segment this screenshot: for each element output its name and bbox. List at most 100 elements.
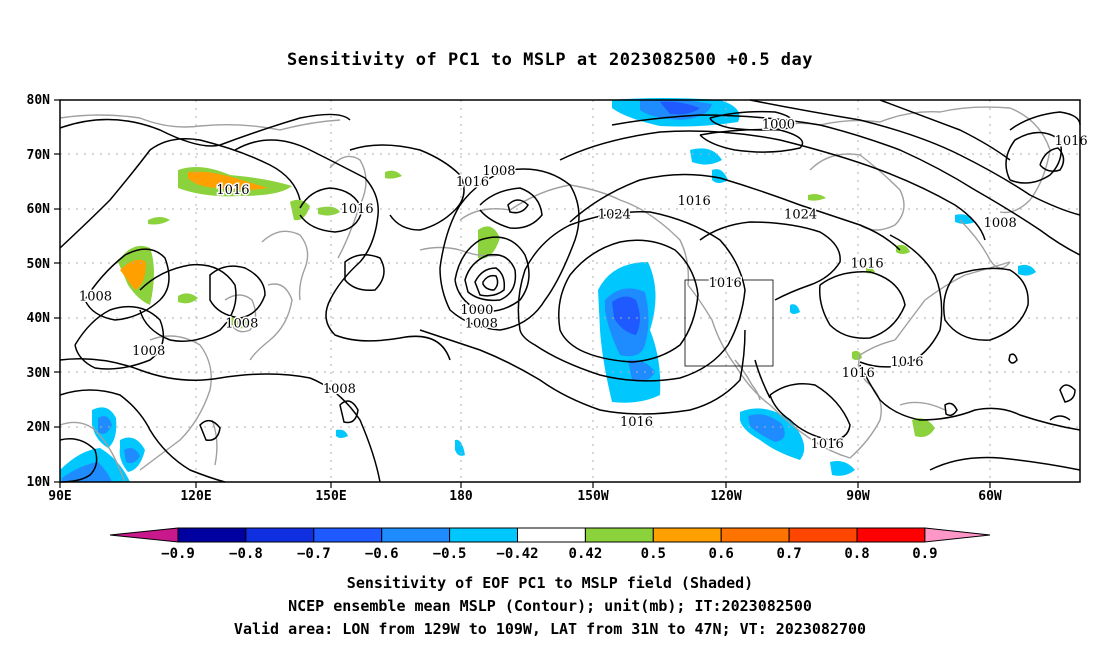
contour-line [199,419,221,441]
shade-patch [148,217,170,225]
colorbar-segment [856,527,926,543]
colorbar-segment [652,527,722,543]
coastline-okhotsk [261,230,309,301]
lon-tick-label: 180 [449,489,473,504]
colorbar-segment [788,527,858,543]
contour-line [482,274,499,291]
contour-line [879,99,1011,161]
lon-tick-label: 150E [315,489,346,504]
lat-tick-label: 60N [27,202,51,217]
coastline-aleutians [419,246,501,257]
contour-label: 1008 [225,317,258,332]
contour-label: 1008 [323,382,356,397]
shade-patch [62,462,112,482]
lon-tick-label: 60W [978,489,1002,504]
contour-line [943,267,1029,341]
shade-patch [336,429,348,438]
contour-label: 1008 [79,289,112,304]
contour-line [234,139,451,361]
shade-patch [955,214,975,224]
contour-label: 1016 [1055,134,1088,149]
shade-patch [455,439,465,456]
coastline-sea [59,421,126,483]
contour-line [59,138,301,249]
colorbar-segment [517,527,586,543]
contour-label: 1016 [678,194,711,209]
contour-line [1008,353,1018,364]
contour-label: 1016 [851,257,884,272]
contour-label: 1024 [784,208,817,223]
contour-line [611,114,1081,256]
colorbar-label: −0.9 [161,546,195,562]
coastline-cuba [899,401,946,411]
colorbar-label: −0.7 [297,546,331,562]
shade-patch [385,170,402,179]
lat-tick-label: 50N [27,257,51,272]
contour-line [479,187,543,229]
contour-line [59,438,98,483]
contour-line [749,99,1081,216]
shade-patch [896,244,910,254]
contour-label: 1016 [842,366,875,381]
mslp-contours [59,99,1081,483]
coastline-asia-north [59,114,341,131]
colorbar-segment [245,527,315,543]
colorbar-high-arrow [924,527,991,543]
shade-patch [178,293,198,304]
map-frame [59,99,1081,483]
contour-line [209,265,266,319]
coastline-greenland [939,106,1051,214]
contour-line [699,221,841,301]
contour-line [464,253,517,302]
contour-label: 1024 [598,208,631,223]
contour-line [1059,384,1076,403]
colorbar-label: 0.6 [709,546,734,562]
contour-label: 1016 [890,355,923,370]
contour-line [507,199,529,214]
shade-patch [228,316,256,329]
lat-tick-label: 20N [27,420,51,435]
colorbar-label: 0.5 [641,546,666,562]
colorbar-segment [720,527,790,543]
footer-line-2: NCEP ensemble mean MSLP (Contour); unit(… [288,597,812,615]
contour-line [59,389,226,483]
colorbar-label: −0.5 [433,546,467,562]
contour-line [699,128,804,153]
footer-line-1: Sensitivity of EOF PC1 to MSLP field (Sh… [346,574,754,592]
colorbar-segment [313,527,383,543]
contour-line [139,263,237,342]
contour-line [299,187,363,233]
shade-patch [830,461,855,476]
contour-label: 1016 [709,276,742,291]
coastline-hudson [809,153,905,231]
shade-patch [124,448,140,464]
colorbar-segment [381,527,451,543]
lat-tick-label: 40N [27,311,51,326]
contour-line [59,358,381,483]
shade-patch [188,171,268,190]
lon-tick-label: 150W [577,489,608,504]
contour-label: 1008 [984,216,1017,231]
colorbar-label: 0.9 [912,546,937,562]
colorbar: −0.9 −0.8 −0.7 −0.6 −0.5 −0.42 0.42 0.5 0.6 0.7 0.… [109,527,991,562]
contour-line [517,211,746,382]
lon-tick-label: 90W [846,489,870,504]
shade-patch [290,199,310,221]
colorbar-label: 0.42 [569,546,603,562]
contour-label: 1016 [456,175,489,190]
shade-patch [690,148,722,165]
contour-line [559,130,986,241]
contour-line [74,305,165,370]
contour-label: 1008 [465,317,498,332]
lat-tick-label: 70N [27,148,51,163]
contour-line [84,248,170,321]
contour-line [1005,131,1062,184]
contour-line [344,254,385,292]
colorbar-segment [177,527,247,543]
sensitivity-shading [60,98,1036,482]
colorbar-segment [584,527,654,543]
tick-marks [54,99,991,488]
colorbar-segment [449,527,519,543]
shade-patch [748,414,785,442]
